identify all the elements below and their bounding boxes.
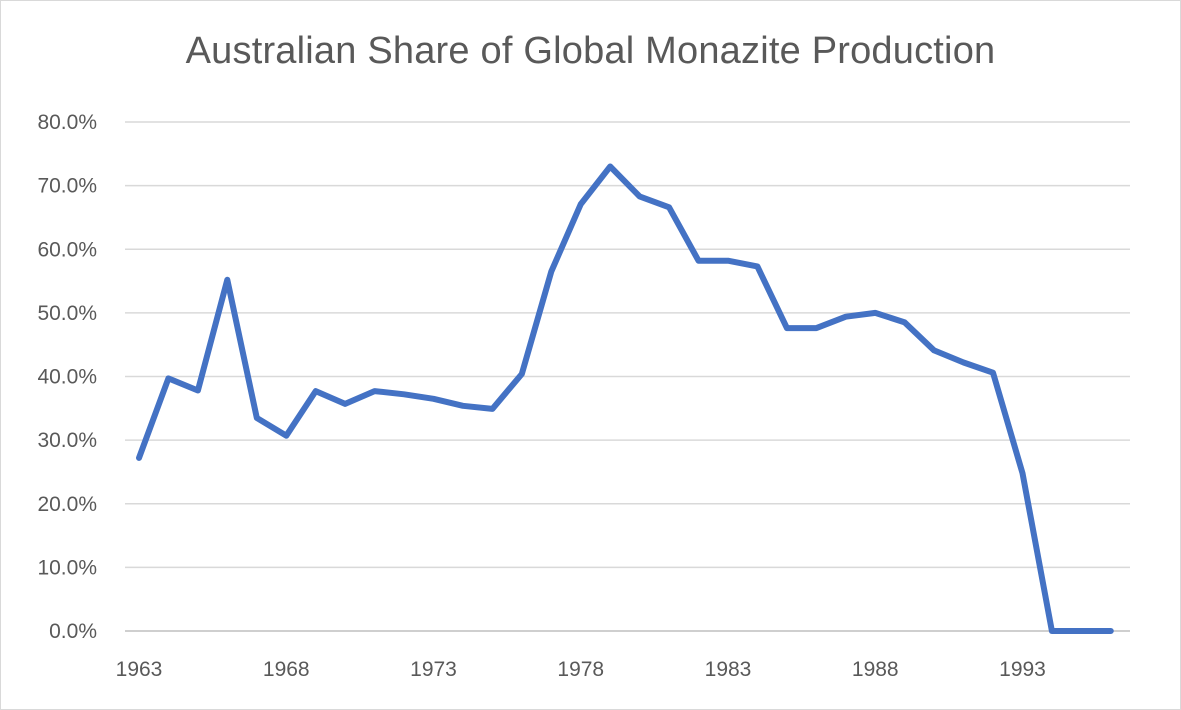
y-tick-label: 70.0%	[37, 175, 97, 198]
y-tick-label: 20.0%	[37, 493, 97, 516]
x-tick-label: 1968	[263, 658, 310, 681]
y-tick-label: 60.0%	[37, 238, 97, 261]
y-tick-label: 40.0%	[37, 366, 97, 389]
x-tick-label: 1993	[999, 658, 1046, 681]
y-tick-label: 50.0%	[37, 302, 97, 325]
x-tick-label: 1963	[116, 658, 163, 681]
y-tick-label: 10.0%	[37, 556, 97, 579]
x-tick-label: 1988	[852, 658, 899, 681]
x-tick-label: 1978	[557, 658, 604, 681]
series-line	[136, 163, 1114, 634]
x-tick-label: 1983	[705, 658, 752, 681]
y-tick-label: 30.0%	[37, 429, 97, 452]
y-tick-label: 80.0%	[37, 111, 97, 134]
x-tick-label: 1973	[410, 658, 457, 681]
chart-title: Australian Share of Global Monazite Prod…	[185, 30, 996, 72]
y-tick-label: 0.0%	[49, 620, 97, 643]
